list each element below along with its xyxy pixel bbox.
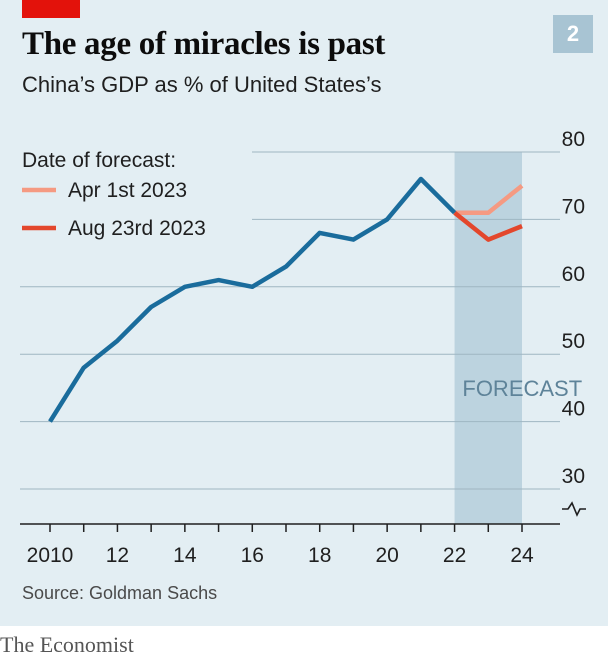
apr-forecast-line xyxy=(454,183,524,215)
x-tick-label-2012: 12 xyxy=(106,544,129,567)
x-tick-label-2010: 2010 xyxy=(27,544,74,567)
y-tick-label-50: 50 xyxy=(562,330,585,353)
y-tick-label-40: 40 xyxy=(562,398,585,421)
legend-aug-label: Aug 23rd 2023 xyxy=(68,217,206,240)
line-chart: 30 40 50 60 70 80 2010 12 14 16 18 20 22 24 FORECAST Da… xyxy=(20,128,586,567)
legend-title: Date of forecast: xyxy=(22,149,176,172)
x-tick-label-2016: 16 xyxy=(241,544,264,567)
legend-apr-label: Apr 1st 2023 xyxy=(68,179,187,202)
y-tick-label-80: 80 xyxy=(562,128,585,151)
axis-break-icon xyxy=(562,501,586,517)
y-tick-label-70: 70 xyxy=(562,195,585,218)
x-tick-label-2022: 22 xyxy=(443,544,466,567)
chart-number-badge: 2 xyxy=(553,15,593,53)
x-tick-label-2014: 14 xyxy=(173,544,197,567)
chart-subtitle: China’s GDP as % of United States’s xyxy=(22,72,382,97)
source-note: Source: Goldman Sachs xyxy=(22,583,218,603)
aug-forecast-line xyxy=(453,210,523,242)
x-tick-label-2024: 24 xyxy=(510,544,534,567)
chart-title: The age of miracles is past xyxy=(22,26,386,62)
x-tick-label-2018: 18 xyxy=(308,544,331,567)
forecast-region xyxy=(454,152,522,524)
forecast-label: FORECAST xyxy=(462,376,582,401)
brand-name: The Economist xyxy=(0,632,134,657)
x-tick-label-2020: 20 xyxy=(375,544,398,567)
historical-line xyxy=(48,176,457,423)
red-tag xyxy=(22,0,80,18)
y-tick-label-60: 60 xyxy=(562,263,585,286)
y-tick-label-30: 30 xyxy=(562,465,585,488)
